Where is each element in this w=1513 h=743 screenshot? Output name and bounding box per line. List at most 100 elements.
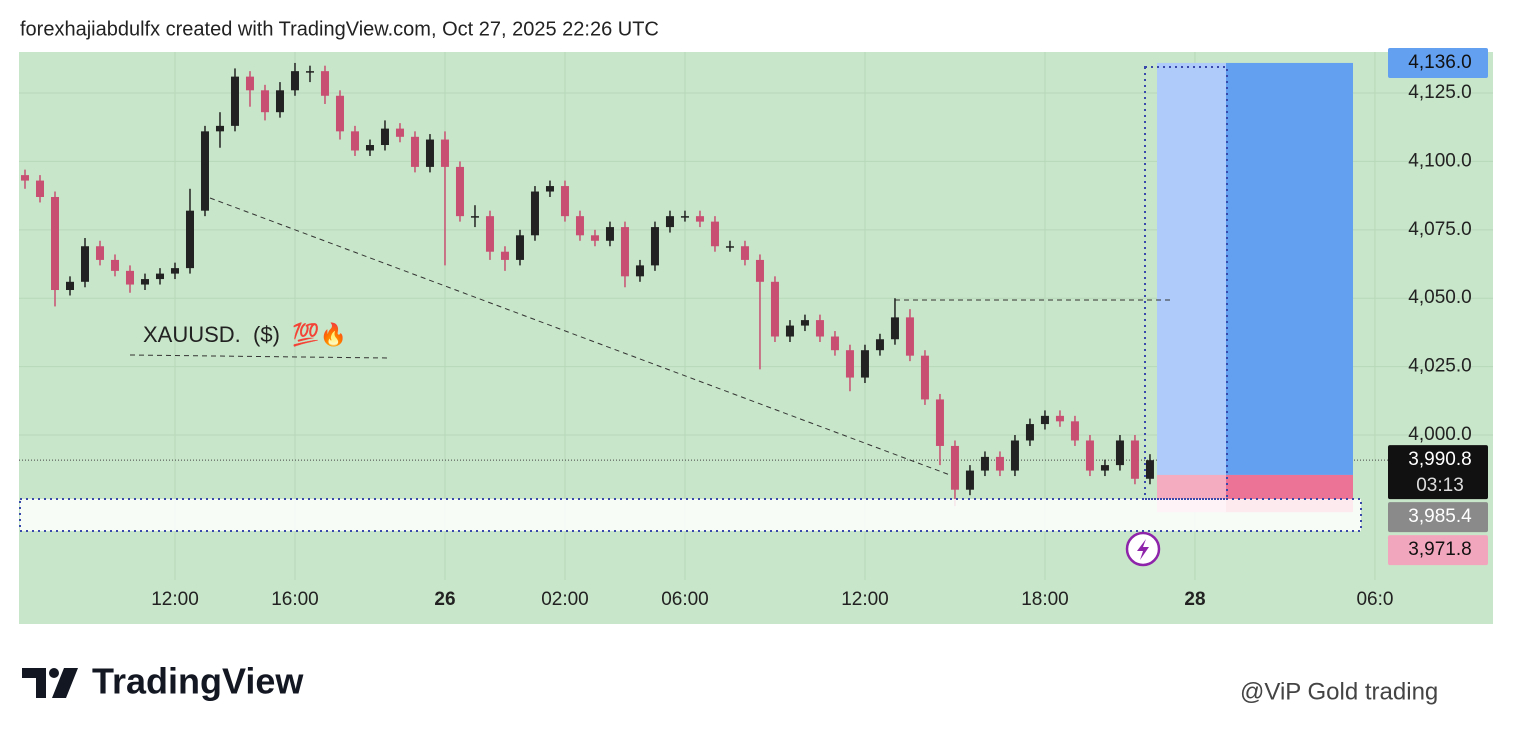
candle-body [695, 216, 704, 222]
y-tick-label: 4,000.0 [1408, 424, 1471, 445]
price-label-box [1388, 502, 1488, 533]
candle-body [845, 350, 854, 378]
trend-line [209, 197, 951, 476]
position-selection [1144, 66, 1228, 500]
candle-body [1055, 415, 1064, 422]
price-label: 4,136.0 [1408, 52, 1471, 73]
candle-body [140, 279, 149, 285]
annotation: XAUUSD. ($) 💯🔥 [143, 322, 347, 347]
candle-body [785, 325, 794, 337]
candle-body [1130, 440, 1139, 479]
candle-body [1145, 460, 1154, 479]
header: forexhajiabdulfx created with TradingVie… [20, 18, 659, 40]
y-tick-label: 4,025.0 [1408, 356, 1471, 377]
position-tool [1157, 62, 1353, 513]
candle-body [800, 320, 809, 326]
candle-body [515, 235, 524, 260]
candle-body [1040, 415, 1049, 425]
candle-body [410, 136, 419, 167]
candle-body [605, 227, 614, 241]
candle-body [65, 281, 74, 291]
candle-body [290, 71, 299, 91]
candle-body [485, 216, 494, 252]
x-tick-label: 02:00 [541, 589, 589, 610]
candle-body [320, 71, 329, 96]
candle-body [680, 216, 689, 218]
price-label: 3,971.8 [1408, 539, 1471, 560]
candle-body [830, 336, 839, 351]
x-tick-label: 16:00 [271, 589, 319, 610]
y-tick-label: 4,075.0 [1408, 219, 1471, 240]
candle-body [965, 470, 974, 490]
candle-body [905, 317, 914, 356]
candle-body [455, 166, 464, 217]
candle-body [575, 216, 584, 236]
price-label: 3,990.8 [1408, 449, 1471, 470]
candle-body [35, 180, 44, 197]
x-tick-label: 06:00 [661, 589, 709, 610]
candle-body [860, 350, 869, 378]
candle-body [770, 281, 779, 337]
candle-body [170, 268, 179, 274]
candle-body [620, 227, 629, 277]
candle-body [245, 76, 254, 91]
candle-body [1115, 440, 1124, 466]
candle-body [350, 131, 359, 151]
logo-mark [49, 668, 59, 678]
tradingview-logo: TradingView [22, 661, 304, 702]
candle-body [650, 227, 659, 266]
candle-body [1010, 440, 1019, 471]
candle-body [935, 399, 944, 446]
candle-body [950, 445, 959, 490]
candle-body [425, 139, 434, 167]
candle-body [725, 246, 734, 248]
y-tick-label: 4,100.0 [1408, 150, 1471, 171]
profit-zone [1226, 62, 1353, 475]
candle-body [365, 145, 374, 151]
countdown: 03:13 [1416, 475, 1464, 496]
x-tick-label: 06:0 [1356, 589, 1393, 610]
candle-body [1100, 465, 1109, 471]
candle-body [980, 456, 989, 471]
candle-body [95, 246, 104, 260]
logo-mark [22, 668, 46, 698]
candle-body [755, 259, 764, 282]
annotation-underline [129, 354, 389, 359]
logo-mark [52, 668, 78, 698]
candle-body [995, 456, 1004, 471]
candle-body [1025, 424, 1034, 441]
candle-body [875, 339, 884, 351]
price-label-box [1388, 445, 1488, 500]
x-tick-label: 12:00 [841, 589, 889, 610]
candle-body [155, 273, 164, 280]
candle-body [395, 128, 404, 137]
candle-body [530, 191, 539, 236]
candle-body [635, 265, 644, 277]
candle-body [1085, 440, 1094, 471]
x-tick-label: 18:00 [1021, 589, 1069, 610]
y-tick-label: 4,050.0 [1408, 287, 1471, 308]
candle-body [125, 270, 134, 285]
candle-body [200, 131, 209, 211]
alert-bolt [1137, 539, 1149, 560]
price-label-box [1388, 47, 1488, 78]
logo-text: TradingView [92, 661, 304, 702]
candle-body [50, 196, 59, 291]
candle-body [80, 246, 89, 282]
x-tick-label: 28 [1184, 589, 1205, 610]
x-tick-label: 12:00 [151, 589, 199, 610]
candle-body [335, 95, 344, 132]
axes: 4,000.0 4,025.0 4,050.0 4,075.0 4,100.0 4,125… [151, 47, 1488, 610]
candle-body [1070, 421, 1079, 441]
candle-body [665, 216, 674, 228]
candle-body [20, 175, 29, 181]
candle-body [275, 90, 284, 113]
candle-body [470, 216, 479, 218]
watermark: @ViP Gold trading [1240, 678, 1438, 705]
candle-body [305, 71, 314, 73]
candle-body [740, 246, 749, 260]
price-label-box [1388, 535, 1488, 566]
y-tick-label: 4,125.0 [1408, 82, 1471, 103]
candle-body [440, 139, 449, 167]
